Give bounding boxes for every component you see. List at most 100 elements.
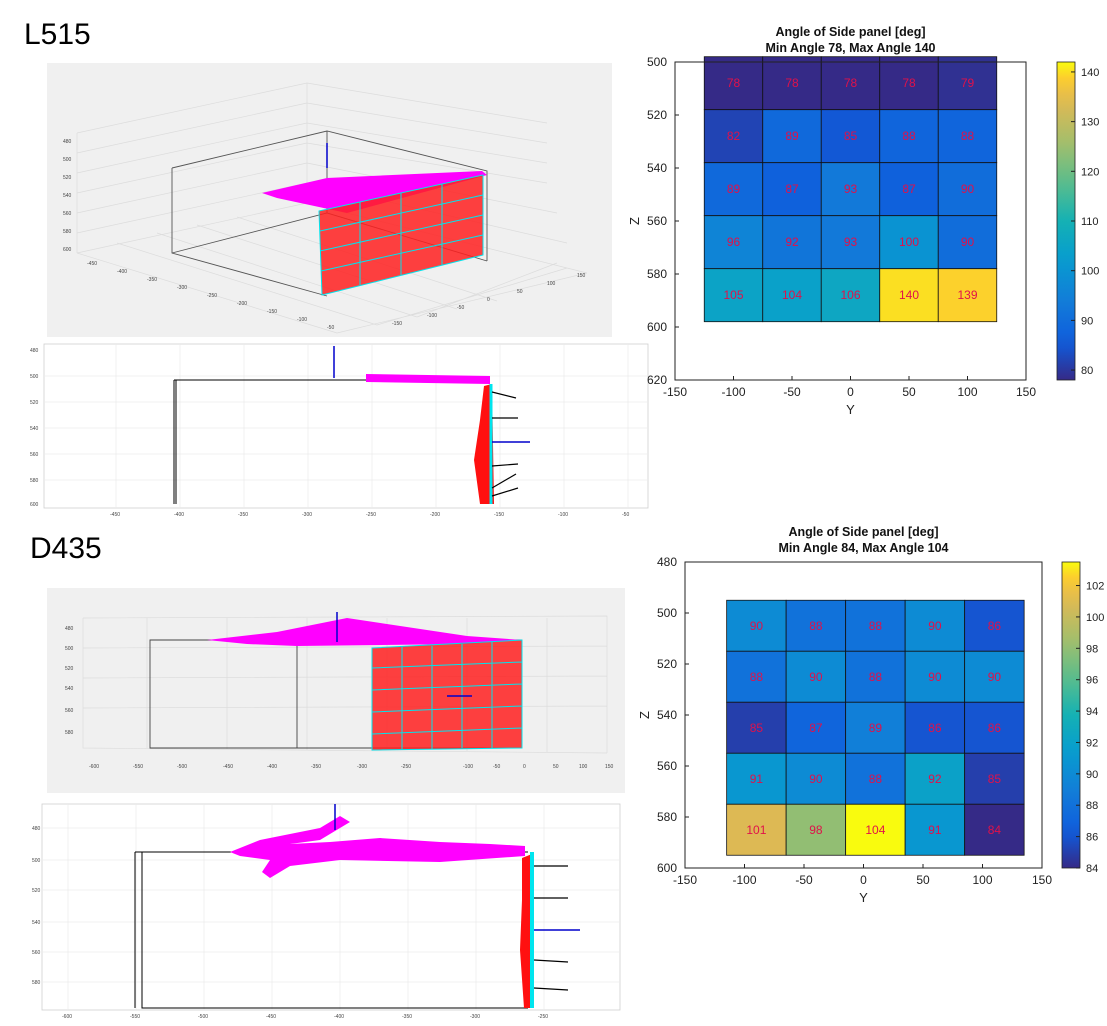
heatmap-cell-label: 88 bbox=[961, 129, 975, 143]
y-tick-label: 560 bbox=[657, 759, 677, 773]
svg-text:-550: -550 bbox=[133, 764, 143, 770]
heatmap-cell-label: 90 bbox=[928, 619, 942, 633]
l515-section-label: L515 bbox=[24, 18, 91, 51]
svg-text:-450: -450 bbox=[110, 512, 120, 518]
heatmap-cell bbox=[964, 701, 1025, 754]
heatmap-cell-label: 139 bbox=[957, 288, 977, 302]
l515-heatmap: Angle of Side panel [deg] Min Angle 78, M… bbox=[627, 25, 1099, 417]
heatmap-cell bbox=[904, 650, 966, 703]
heatmap-subtitle: Min Angle 84, Max Angle 104 bbox=[779, 541, 949, 555]
svg-text:-400: -400 bbox=[334, 1014, 344, 1020]
heatmap-cell-label: 88 bbox=[869, 772, 883, 786]
svg-text:-450: -450 bbox=[266, 1014, 276, 1020]
heatmap-cell-label: 104 bbox=[782, 288, 802, 302]
heatmap-cell-label: 87 bbox=[809, 721, 823, 735]
heatmap-cell bbox=[904, 701, 966, 754]
y-tick-label: 580 bbox=[647, 267, 667, 281]
d435-3d-view: 480 500 520 540 560 580 -600 -550 -500 -450 -400-… bbox=[47, 588, 625, 793]
heatmap-cell bbox=[762, 268, 822, 323]
heatmap-cell-label: 86 bbox=[928, 721, 942, 735]
heatmap-cell-label: 82 bbox=[727, 129, 741, 143]
svg-text:580: 580 bbox=[65, 730, 74, 736]
heatmap-cell-label: 85 bbox=[988, 772, 1002, 786]
svg-text:150: 150 bbox=[577, 273, 586, 279]
y-tick-label: 560 bbox=[647, 214, 667, 228]
heatmap-cell-label: 140 bbox=[899, 288, 919, 302]
heatmap-title: Angle of Side panel [deg] bbox=[788, 525, 938, 539]
svg-text:100: 100 bbox=[579, 764, 588, 770]
heatmap-cell bbox=[820, 109, 881, 164]
svg-text:580: 580 bbox=[63, 229, 72, 235]
heatmap-cell-label: 104 bbox=[865, 823, 885, 837]
svg-text:560: 560 bbox=[30, 452, 39, 458]
x-axis-label: Y bbox=[859, 890, 868, 905]
colorbar-tick-label: 90 bbox=[1086, 769, 1098, 781]
x-tick-label: 50 bbox=[902, 385, 916, 399]
heatmap-cell bbox=[726, 599, 787, 652]
svg-text:560: 560 bbox=[65, 708, 74, 714]
heatmap-cell-label: 90 bbox=[750, 619, 764, 633]
heatmap-cell-label: 92 bbox=[785, 235, 799, 249]
svg-text:-200: -200 bbox=[237, 301, 247, 307]
heatmap-cell bbox=[904, 599, 966, 652]
l515-3d-view: 480 500 520 540 560 580 600 -450 -400 -350 -300 -2… bbox=[47, 63, 612, 337]
x-tick-label: -100 bbox=[732, 873, 756, 887]
heatmap-cell bbox=[845, 803, 906, 856]
heatmap-cell bbox=[785, 701, 847, 754]
svg-text:-250: -250 bbox=[538, 1014, 548, 1020]
d435-heatmap-panel: Angle of Side panel [deg] Min Angle 84, M… bbox=[620, 520, 1107, 910]
svg-text:540: 540 bbox=[32, 920, 41, 926]
heatmap-cell-label: 89 bbox=[869, 721, 883, 735]
svg-text:-50: -50 bbox=[622, 512, 629, 518]
colorbar-tick-label: 140 bbox=[1081, 67, 1099, 79]
colorbar-tick-label: 96 bbox=[1086, 675, 1098, 687]
svg-text:500: 500 bbox=[30, 374, 39, 380]
y-axis-label: Z bbox=[627, 217, 642, 225]
svg-text:520: 520 bbox=[30, 400, 39, 406]
svg-text:560: 560 bbox=[63, 211, 72, 217]
x-tick-label: -50 bbox=[795, 873, 813, 887]
svg-text:600: 600 bbox=[30, 502, 39, 508]
svg-text:560: 560 bbox=[32, 950, 41, 956]
svg-text:480: 480 bbox=[32, 826, 41, 832]
svg-text:520: 520 bbox=[63, 175, 72, 181]
heatmap-cell bbox=[904, 752, 966, 805]
heatmap-cell-label: 90 bbox=[928, 670, 942, 684]
svg-text:50: 50 bbox=[553, 764, 559, 770]
heatmap-title: Angle of Side panel [deg] bbox=[775, 25, 925, 39]
heatmap-cell bbox=[762, 109, 822, 164]
heatmap-cell-label: 88 bbox=[869, 619, 883, 633]
x-tick-label: 0 bbox=[860, 873, 867, 887]
l515-side-plot: 480 500 520 540 560 580 600 -450 -400 -350 -300 -2… bbox=[30, 343, 649, 518]
y-tick-label: 600 bbox=[657, 861, 677, 875]
colorbar-tick-label: 90 bbox=[1081, 315, 1093, 327]
heatmap-cell bbox=[904, 803, 966, 856]
colorbar-tick-label: 92 bbox=[1086, 737, 1098, 749]
heatmap-cell bbox=[726, 701, 787, 754]
heatmap-cell bbox=[785, 599, 847, 652]
heatmap-cell-label: 89 bbox=[785, 129, 799, 143]
colorbar-tick-label: 88 bbox=[1086, 800, 1098, 812]
svg-text:-100: -100 bbox=[463, 764, 473, 770]
colorbar-tick-label: 84 bbox=[1086, 863, 1098, 875]
svg-text:0: 0 bbox=[487, 297, 490, 303]
heatmap-cell-label: 85 bbox=[750, 721, 764, 735]
heatmap-cell bbox=[762, 56, 822, 111]
heatmap-cell bbox=[845, 701, 906, 754]
y-tick-label: 520 bbox=[647, 108, 667, 122]
heatmap-cell bbox=[726, 650, 787, 703]
colorbar-tick-label: 110 bbox=[1081, 216, 1099, 228]
d435-side-plot: 480 500 520 540 560 580 -600 -550 -500 -450 -400 -… bbox=[32, 803, 621, 1020]
heatmap-cell-label: 79 bbox=[961, 76, 975, 90]
svg-text:-300: -300 bbox=[302, 512, 312, 518]
heatmap-cell bbox=[879, 162, 939, 217]
heatmap-cell-label: 90 bbox=[961, 182, 975, 196]
heatmap-cell-label: 84 bbox=[988, 823, 1002, 837]
svg-text:-300: -300 bbox=[357, 764, 367, 770]
svg-text:50: 50 bbox=[517, 289, 523, 295]
svg-text:480: 480 bbox=[30, 348, 39, 354]
heatmap-cell bbox=[820, 268, 881, 323]
heatmap-cell bbox=[785, 650, 847, 703]
heatmap-cell bbox=[820, 162, 881, 217]
